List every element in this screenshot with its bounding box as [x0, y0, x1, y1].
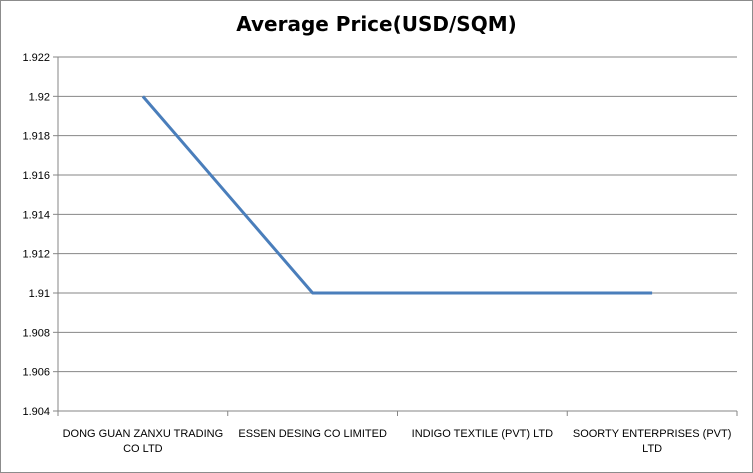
y-tick-label: 1.914 [22, 209, 50, 221]
chart-title: Average Price(USD/SQM) [236, 12, 517, 36]
x-category-label-line: DONG GUAN ZANXU TRADING [63, 428, 224, 440]
y-tick-label: 1.908 [22, 327, 50, 339]
y-tick-label: 1.91 [29, 288, 50, 300]
y-tick-label: 1.904 [22, 406, 50, 418]
x-category-label: ESSEN DESING CO LIMITED [238, 428, 387, 440]
y-tick-label: 1.916 [22, 170, 50, 182]
x-category-label-line: CO LTD [123, 443, 163, 455]
y-tick-label: 1.92 [29, 91, 50, 103]
y-tick-label: 1.922 [22, 52, 50, 64]
y-tick-label: 1.912 [22, 249, 50, 261]
x-category-label: DONG GUAN ZANXU TRADING CO LTD [63, 428, 224, 455]
x-category-label: INDIGO TEXTILE (PVT) LTD [412, 428, 553, 440]
series-line [141, 95, 653, 295]
y-tick-label: 1.906 [22, 367, 50, 379]
x-category-label: SOORTY ENTERPRISES (PVT) LTD [573, 428, 732, 455]
x-category-label-line: ESSEN DESING CO LIMITED [238, 428, 387, 440]
x-category-label-line: SOORTY ENTERPRISES (PVT) [573, 428, 732, 440]
x-category-label-line: LTD [642, 443, 662, 455]
x-category-label-line: INDIGO TEXTILE (PVT) LTD [412, 428, 553, 440]
y-tick-label: 1.918 [22, 131, 50, 143]
